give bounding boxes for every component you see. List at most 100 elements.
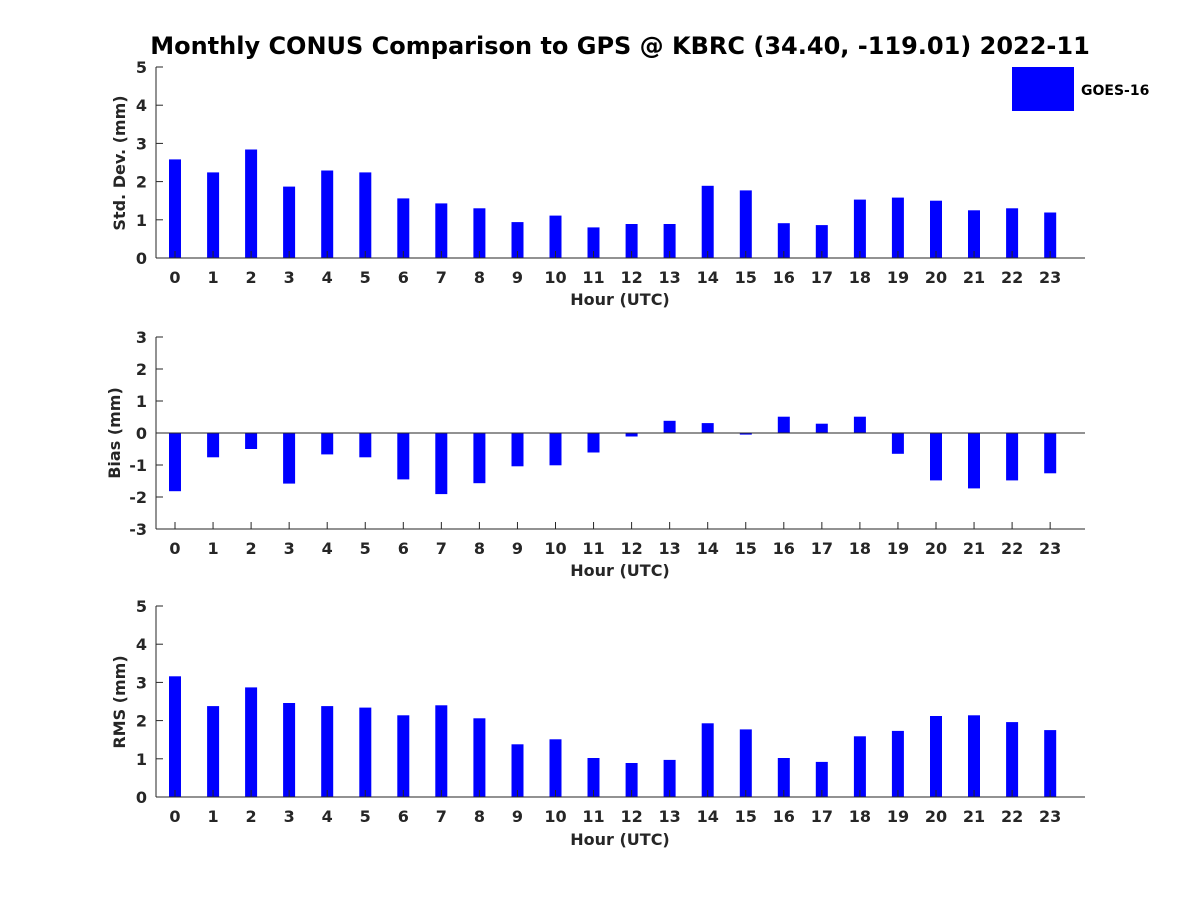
rms-x-label: Hour (UTC)	[570, 830, 670, 849]
bias-bar-19	[891, 433, 904, 454]
bias-x-tick-label: 23	[1039, 539, 1061, 558]
rms-x-tick-label: 21	[963, 807, 985, 826]
bias-x-tick-label: 20	[925, 539, 947, 558]
bias-x-tick-label: 5	[360, 539, 371, 558]
rms-bar-11	[587, 758, 600, 797]
rms-x-tick-label: 0	[169, 807, 180, 826]
bias-bar-14	[701, 423, 714, 433]
std-dev-x-tick-label: 20	[925, 268, 947, 287]
std-dev-y-label: Std. Dev. (mm)	[110, 95, 129, 230]
bias-x-tick-label: 19	[887, 539, 909, 558]
std-dev-bar-13	[663, 224, 676, 258]
rms-x-tick-label: 19	[887, 807, 909, 826]
bias-y-tick-label: 1	[136, 392, 147, 411]
rms-bar-16	[777, 758, 790, 797]
rms-y-tick-label: 4	[136, 635, 147, 654]
std-dev-y-tick-label: 4	[136, 96, 147, 115]
std-dev-bar-21	[968, 210, 980, 259]
bias-x-tick-label: 21	[963, 539, 985, 558]
std-dev-bar-17	[815, 225, 828, 258]
rms-x-tick-label: 12	[620, 807, 642, 826]
std-dev-bar-18	[853, 199, 866, 258]
std-dev-x-label: Hour (UTC)	[570, 290, 670, 309]
std-dev-bar-3	[283, 186, 296, 258]
std-dev-bar-4	[321, 170, 334, 258]
std-dev-x-tick-label: 6	[398, 268, 409, 287]
rms-x-tick-label: 4	[322, 807, 333, 826]
std-dev-bar-6	[397, 198, 410, 258]
std-dev-x-ticks: 0 1 2 3 4 5 6 7 8 9 10 11 12 13 14 15 16 17 18 19 20 21 22 23	[169, 251, 1061, 287]
rms-x-ticks: 0 1 2 3 4 5 6 7 8 9 10 11 12 13 14 15 16 17 18 19 20 21 22 23	[169, 790, 1061, 826]
rms-y-ticks: 0 1 2 3 4 5	[136, 597, 163, 807]
bias-x-label: Hour (UTC)	[570, 561, 670, 580]
rms-bar-9	[511, 744, 524, 797]
rms-bar-10	[549, 739, 562, 797]
std-dev-x-tick-label: 8	[474, 268, 485, 287]
bias-y-label: Bias (mm)	[105, 387, 124, 479]
bias-bar-1	[207, 433, 220, 458]
bias-bar-0	[169, 433, 181, 492]
rms-x-tick-label: 20	[925, 807, 947, 826]
legend-swatch	[1012, 67, 1074, 111]
std-dev-x-tick-label: 22	[1001, 268, 1023, 287]
std-dev-bar-5	[359, 172, 372, 258]
std-dev-x-tick-label: 12	[620, 268, 642, 287]
std-dev-x-tick-label: 21	[963, 268, 985, 287]
bias-x-tick-label: 6	[398, 539, 409, 558]
rms-y-tick-label: 2	[136, 712, 147, 731]
std-dev-bar-7	[435, 203, 448, 258]
bias-bar-18	[853, 416, 866, 433]
legend: GOES-16	[1012, 67, 1149, 111]
bias-bar-7	[435, 433, 448, 495]
bias-y-tick-label: 2	[136, 360, 147, 379]
std-dev-x-tick-label: 3	[284, 268, 295, 287]
bias-x-tick-label: 8	[474, 539, 485, 558]
bias-x-tick-label: 3	[284, 539, 295, 558]
rms-bar-2	[245, 687, 258, 797]
rms-x-tick-label: 10	[544, 807, 566, 826]
std-dev-bar-12	[625, 224, 638, 258]
rms-bar-7	[435, 705, 448, 797]
std-dev-bar-9	[511, 222, 524, 258]
std-dev-y-ticks: 0 1 2 3 4 5	[136, 58, 163, 268]
rms-x-tick-label: 6	[398, 807, 409, 826]
std-dev-x-tick-label: 18	[849, 268, 871, 287]
rms-x-tick-label: 18	[849, 807, 871, 826]
bias-bar-15	[739, 433, 752, 435]
rms-bar-21	[968, 715, 980, 797]
std-dev-y-tick-label: 1	[136, 211, 147, 230]
rms-y-tick-label: 3	[136, 673, 147, 692]
std-dev-x-tick-label: 9	[512, 268, 523, 287]
bias-x-tick-label: 9	[512, 539, 523, 558]
bias-x-tick-label: 10	[544, 539, 566, 558]
rms-bar-19	[891, 730, 904, 797]
rms-x-tick-label: 2	[246, 807, 257, 826]
rms-y-tick-label: 5	[136, 597, 147, 616]
std-dev-x-tick-label: 10	[544, 268, 566, 287]
rms-y-label: RMS (mm)	[110, 655, 129, 748]
bias-bar-2	[245, 433, 258, 449]
bias-bar-9	[511, 433, 524, 467]
bias-x-tick-label: 16	[773, 539, 795, 558]
std-dev-x-tick-label: 5	[360, 268, 371, 287]
bias-x-tick-label: 13	[659, 539, 681, 558]
bias-bars	[169, 416, 1057, 495]
rms-y-tick-label: 1	[136, 750, 147, 769]
bias-bar-10	[549, 433, 562, 466]
rms-bar-5	[359, 707, 372, 797]
rms-x-tick-label: 8	[474, 807, 485, 826]
rms-bar-1	[207, 706, 220, 797]
rms-y-tick-label: 0	[136, 788, 147, 807]
std-dev-bar-15	[739, 190, 752, 258]
bias-bar-17	[815, 423, 828, 433]
std-dev-bar-20	[930, 200, 942, 258]
bias-bar-6	[397, 433, 410, 480]
rms-x-tick-label: 5	[360, 807, 371, 826]
bias-bar-16	[777, 416, 790, 433]
rms-x-tick-label: 22	[1001, 807, 1023, 826]
rms-x-tick-label: 1	[207, 807, 218, 826]
bias-bar-8	[473, 433, 486, 484]
bias-x-tick-label: 2	[246, 539, 257, 558]
